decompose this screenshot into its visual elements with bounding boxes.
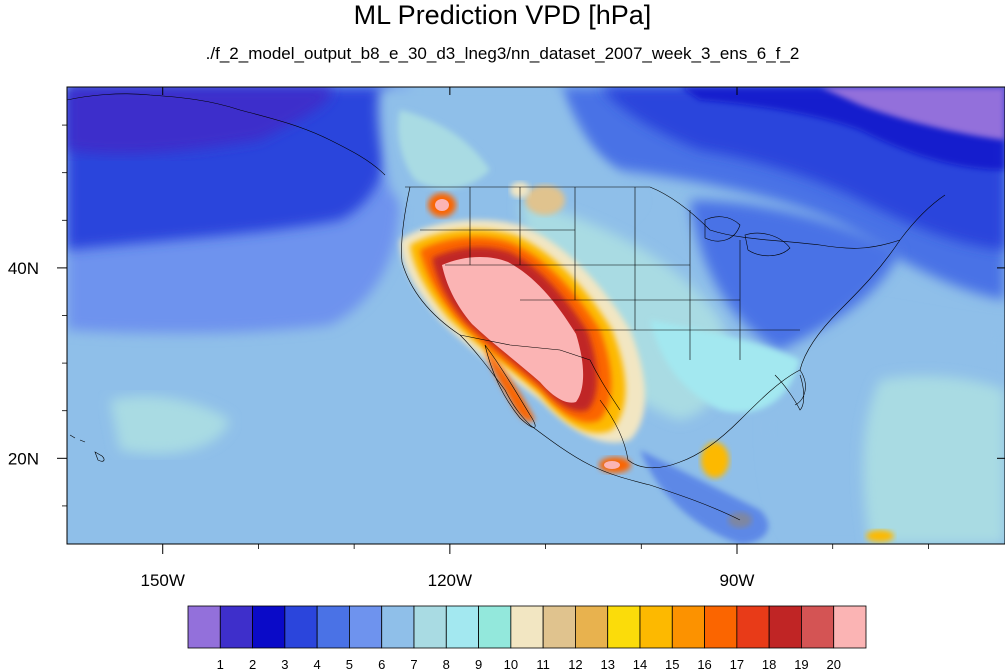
colorbar-label: 17 [730,657,744,672]
colorbar-label: 10 [504,657,518,672]
colorbar-swatch [413,605,447,649]
colorbar-label: 19 [794,657,808,672]
mexico-west-coast [529,424,741,521]
colorbar-label: 5 [346,657,353,672]
colorbar-swatch [768,605,802,649]
colorbar-label: 4 [314,657,321,672]
vpd-field [67,87,1005,544]
east-coast [799,194,946,371]
alaska-coast [67,93,386,176]
colorbar-label: 1 [217,657,224,672]
colorbar-swatch [801,605,835,649]
colorbar-label: 11 [536,657,550,672]
colorbar-label: 3 [281,657,288,672]
colorbar-label: 15 [665,657,679,672]
colorbar-swatch [736,605,770,649]
colorbar-swatch [316,605,350,649]
colorbar-swatch [575,605,609,649]
colorbar-swatch [510,605,544,649]
colorbar-swatch [252,605,286,649]
colorbar-swatch [607,605,641,649]
lat-tick-label: 20N [8,449,39,468]
great-lakes [704,216,791,257]
lon-tick-label: 150W [141,571,185,590]
colorbar-label: 20 [826,657,840,672]
lon-tick-label: 90W [720,571,755,590]
colorbar-label: 8 [443,657,450,672]
figure-subtitle: ./f_2_model_output_b8_e_30_d3_lneg3/nn_d… [205,44,800,63]
colorbar-label: 14 [633,657,647,672]
gulf-coast [599,369,806,469]
colorbar-swatch [478,605,512,649]
colorbar: 1 2 3 4 5 6 7 8 9 10 11 12 13 14 15 16 17 18 19 20 [187,605,867,672]
colorbar-label: 6 [378,657,385,672]
baja-coast [484,344,536,428]
colorbar-swatch [671,605,705,649]
colorbar-label: 7 [410,657,417,672]
colorbar-swatch [284,605,318,649]
mexico-border [459,334,621,411]
colorbar-label: 12 [568,657,582,672]
figure-title: ML Prediction VPD [hPa] [353,0,652,30]
colorbar-label: 2 [249,657,256,672]
colorbar-label: 18 [762,657,776,672]
colorbar-label: 16 [697,657,711,672]
colorbar-label: 13 [600,657,614,672]
boundaries [67,93,946,521]
axis-ticks: 150W 120W 90W 40N 20N [8,87,1005,590]
florida [774,374,805,411]
west-coast [401,186,531,426]
colorbar-swatch [445,605,479,649]
colorbar-swatch [219,605,253,649]
colorbar-swatch [187,605,221,649]
state-lines [420,187,800,360]
canada-border [405,186,901,249]
colorbar-swatch [639,605,673,649]
hawaii [69,434,105,462]
colorbar-swatch [833,605,867,649]
lon-tick-label: 120W [428,571,472,590]
colorbar-label: 9 [475,657,482,672]
colorbar-swatch [381,605,415,649]
colorbar-swatch [349,605,383,649]
lat-tick-label: 40N [8,259,39,278]
colorbar-swatch [542,605,576,649]
colorbar-swatch [704,605,738,649]
